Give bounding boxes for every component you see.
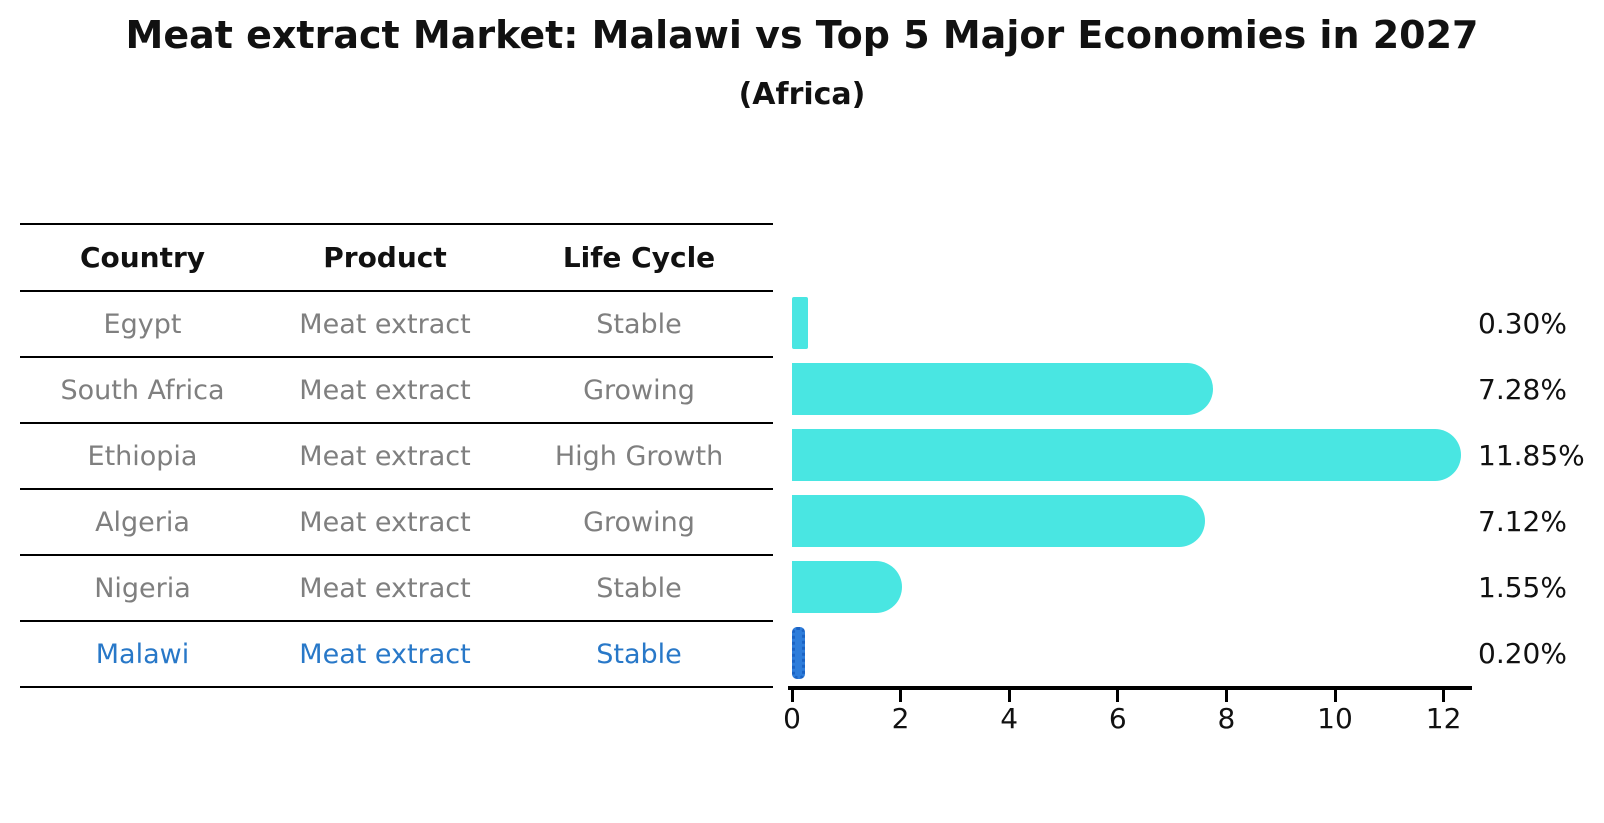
x-axis-tick-label-2: 2 xyxy=(891,702,910,735)
x-axis-tick-2 xyxy=(899,690,903,702)
bar-nigeria xyxy=(792,561,903,613)
cell-product: Meat extract xyxy=(299,572,471,604)
value-label-ethiopia: 11.85% xyxy=(1478,438,1585,472)
x-axis-tick-label-6: 6 xyxy=(1108,702,1127,735)
cell-product: Meat extract xyxy=(299,638,471,670)
cell-life-cycle: Growing xyxy=(583,506,695,538)
x-axis-tick-8 xyxy=(1224,690,1228,702)
x-axis-tick-6 xyxy=(1116,690,1120,702)
bar-south-africa xyxy=(792,363,1214,415)
bar-malawi xyxy=(792,627,805,679)
bar-egypt xyxy=(792,297,809,349)
table-row-malawi: Malawi Meat extract Stable xyxy=(20,622,773,688)
bar-ethiopia xyxy=(792,429,1462,481)
column-header-country: Country xyxy=(79,241,206,274)
cell-product: Meat extract xyxy=(299,440,471,472)
bar-algeria xyxy=(792,495,1205,547)
cell-life-cycle: High Growth xyxy=(554,440,724,472)
x-axis-tick-4 xyxy=(1007,690,1011,702)
cell-country: Nigeria xyxy=(94,572,191,604)
chart-subtitle: (Africa) xyxy=(738,77,866,112)
table-row-egypt: Egypt Meat extract Stable xyxy=(20,292,773,358)
cell-life-cycle: Stable xyxy=(596,572,682,604)
table-row-nigeria: Nigeria Meat extract Stable xyxy=(20,556,773,622)
value-label-malawi: 0.20% xyxy=(1478,636,1567,670)
cell-product: Meat extract xyxy=(299,506,471,538)
x-axis-tick-12 xyxy=(1442,690,1446,702)
x-axis-tick-0 xyxy=(790,690,794,702)
x-axis-tick-label-4: 4 xyxy=(1000,702,1019,735)
x-axis-tick-10 xyxy=(1333,690,1337,702)
cell-product: Meat extract xyxy=(299,374,471,406)
x-axis-tick-label-10: 10 xyxy=(1317,702,1353,735)
cell-life-cycle: Stable xyxy=(596,638,682,670)
cell-country: Ethiopia xyxy=(87,440,198,472)
cell-country: South Africa xyxy=(60,374,225,406)
chart-title: Meat extract Market: Malawi vs Top 5 Maj… xyxy=(125,13,1479,57)
column-header-life-cycle: Life Cycle xyxy=(562,241,716,274)
x-axis-tick-label-0: 0 xyxy=(783,702,801,735)
x-axis-tick-label-12: 12 xyxy=(1425,702,1462,735)
cell-country: Algeria xyxy=(95,506,190,538)
value-label-algeria: 7.12% xyxy=(1478,504,1567,538)
table-row-algeria: Algeria Meat extract Growing xyxy=(20,490,773,556)
column-header-product: Product xyxy=(323,241,447,274)
value-label-nigeria: 1.55% xyxy=(1478,570,1567,604)
value-label-south-africa: 7.28% xyxy=(1478,372,1567,406)
cell-product: Meat extract xyxy=(299,308,471,340)
value-label-egypt: 0.30% xyxy=(1478,306,1567,340)
x-axis-tick-label-8: 8 xyxy=(1217,702,1236,735)
cell-country: Egypt xyxy=(103,308,182,340)
table-row-south-africa: South Africa Meat extract Growing xyxy=(20,358,773,424)
table-row-ethiopia: Ethiopia Meat extract High Growth xyxy=(20,424,773,490)
cell-country: Malawi xyxy=(95,638,190,670)
x-axis-line xyxy=(788,686,1472,690)
country-table: Country Product Life Cycle Egypt Meat extrac… xyxy=(20,223,773,688)
cell-life-cycle: Growing xyxy=(583,374,695,406)
cell-life-cycle: Stable xyxy=(596,308,682,340)
table-header-row: Country Product Life Cycle xyxy=(20,225,773,292)
